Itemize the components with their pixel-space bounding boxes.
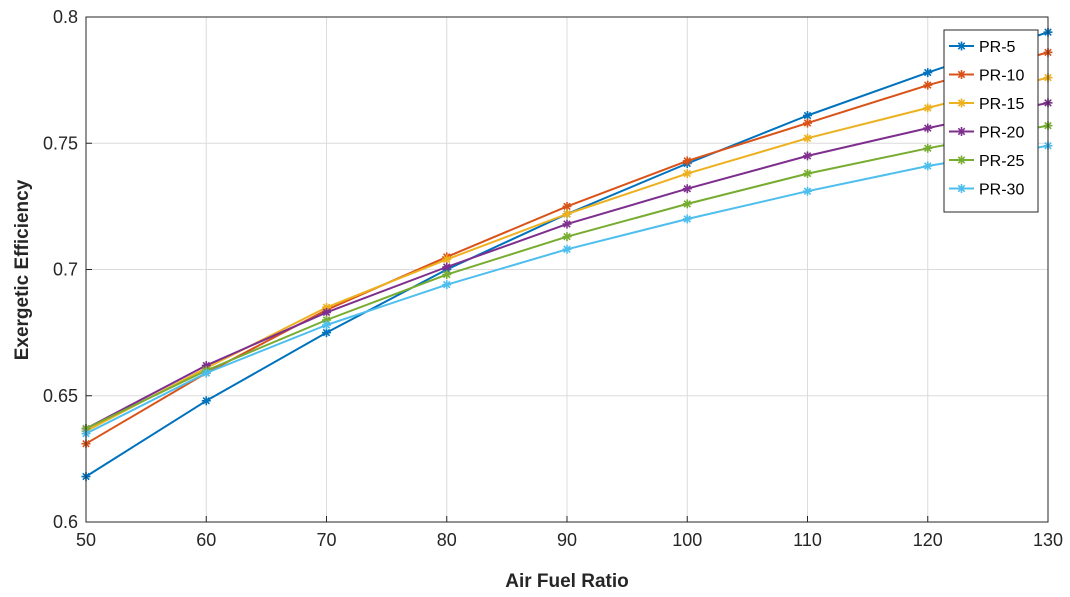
data-point <box>442 254 452 264</box>
data-point <box>562 219 572 229</box>
data-point <box>201 368 211 378</box>
data-point <box>923 68 933 78</box>
y-tick-label: 0.7 <box>53 260 78 280</box>
legend-label: PR-10 <box>979 68 1024 85</box>
legend-item: PR-15 <box>949 96 1024 113</box>
legend-label: PR-25 <box>979 153 1024 170</box>
data-point <box>803 118 812 128</box>
data-point <box>682 184 692 194</box>
data-point <box>322 320 331 330</box>
legend-label: PR-20 <box>979 125 1024 142</box>
data-point <box>803 151 812 161</box>
data-point <box>923 143 933 153</box>
legend-item: PR-25 <box>949 153 1024 170</box>
data-point <box>923 103 933 113</box>
legend-label: PR-30 <box>979 182 1024 199</box>
series-pr-20 <box>81 98 1053 434</box>
data-point <box>322 328 331 338</box>
data-point <box>442 270 452 280</box>
x-tick-label: 90 <box>557 530 577 550</box>
data-point <box>803 186 812 196</box>
data-point <box>923 123 933 133</box>
legend: PR-5 PR-10 PR-15 PR-20 PR-25 PR-30 <box>943 29 1039 213</box>
data-point <box>562 244 572 254</box>
data-point <box>803 133 812 143</box>
x-axis-title: Air Fuel Ratio <box>505 571 629 592</box>
y-axis-ticks: 0.6 0.65 0.7 0.75 0.8 <box>43 7 92 532</box>
data-point <box>923 161 933 171</box>
data-point <box>803 110 812 120</box>
legend-item: PR-30 <box>949 182 1024 199</box>
legend-box <box>943 29 1039 213</box>
data-point <box>201 396 211 406</box>
data-point <box>682 214 692 224</box>
y-tick-label: 0.75 <box>43 133 78 153</box>
data-point <box>803 169 812 179</box>
data-point <box>562 201 572 211</box>
y-tick-label: 0.8 <box>53 7 78 27</box>
series-pr-30 <box>81 141 1053 439</box>
legend-item: PR-5 <box>949 39 1016 56</box>
x-tick-label: 60 <box>196 530 216 550</box>
legend-marker <box>957 41 966 51</box>
legend-marker <box>957 184 966 193</box>
legend-marker <box>957 127 966 136</box>
series-layer <box>81 27 1053 482</box>
x-tick-label: 130 <box>1033 530 1063 550</box>
data-point <box>923 80 933 90</box>
x-tick-label: 100 <box>672 530 702 550</box>
legend-marker <box>957 155 966 165</box>
data-point <box>562 232 572 242</box>
legend-label: PR-15 <box>979 96 1024 113</box>
y-tick-label: 0.6 <box>53 512 78 532</box>
data-point <box>682 199 692 209</box>
y-axis-title: Exergetic Efficiency <box>12 179 33 360</box>
x-tick-label: 70 <box>316 530 336 550</box>
legend-item: PR-10 <box>949 68 1024 85</box>
x-tick-label: 80 <box>437 530 457 550</box>
y-tick-label: 0.65 <box>43 386 78 406</box>
data-point <box>682 169 692 179</box>
legend-label: PR-5 <box>979 39 1016 56</box>
x-tick-label: 110 <box>793 530 822 550</box>
legend-marker <box>957 98 966 108</box>
legend-marker <box>957 70 966 79</box>
x-axis-ticks: 50 60 70 80 90 100 110 120 130 <box>76 516 1063 550</box>
x-tick-label: 120 <box>913 530 943 550</box>
x-tick-label: 50 <box>76 530 96 550</box>
data-point <box>442 262 452 272</box>
data-point <box>682 156 692 166</box>
data-point <box>442 280 452 290</box>
data-point <box>562 209 572 219</box>
data-point <box>322 307 331 317</box>
legend-item: PR-20 <box>949 125 1024 142</box>
